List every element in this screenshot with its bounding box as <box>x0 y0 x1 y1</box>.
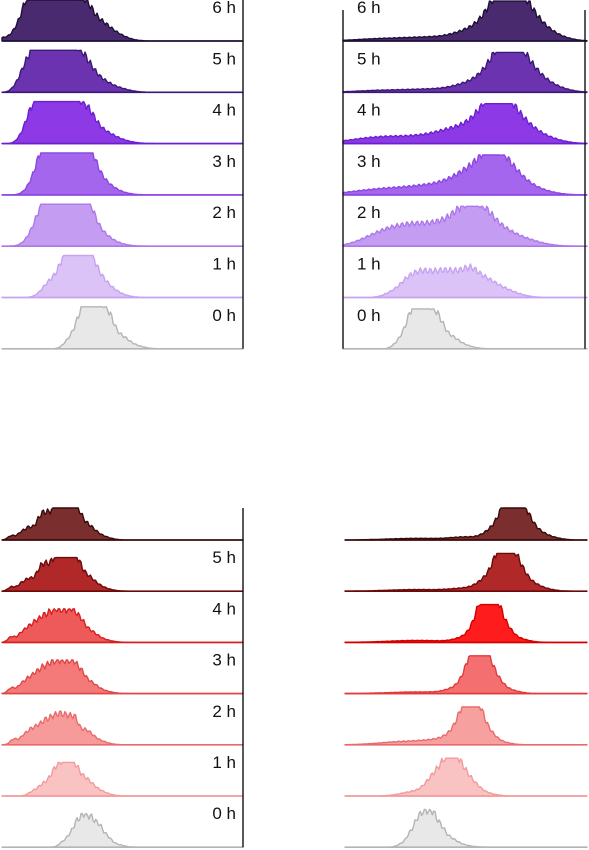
time-label: 1 h <box>212 255 236 274</box>
histogram-3h <box>1 152 244 196</box>
histogram-5h <box>1 49 244 93</box>
time-label: 6 h <box>212 0 236 17</box>
time-label: 5 h <box>357 49 381 68</box>
histogram-5h <box>1 556 244 592</box>
time-label: 5 h <box>212 49 236 68</box>
time-label: 1 h <box>212 753 236 772</box>
time-label: 1 h <box>357 255 381 274</box>
histogram-3h <box>342 154 588 196</box>
time-label: 4 h <box>212 101 236 120</box>
histogram-6h <box>342 0 588 42</box>
time-label: 5 h <box>212 548 236 567</box>
histogram-2h <box>344 706 588 746</box>
histogram-1h <box>1 254 244 299</box>
histogram-0h <box>1 306 244 350</box>
time-label: 0 h <box>357 306 381 325</box>
histogram-2h <box>342 205 588 247</box>
histogram-1h <box>1 761 244 797</box>
panel-top-right-purple: 6 h 5 h 4 h 3 h 2 h 1 h 0 h <box>342 0 588 350</box>
histogram-0h <box>1 812 244 848</box>
time-label: 4 h <box>212 599 236 618</box>
time-label: 3 h <box>357 152 381 171</box>
histogram-4h <box>344 603 588 644</box>
time-label: 2 h <box>212 203 236 222</box>
panel-top-left-purple: 6 h 5 h 4 h 3 h 2 h 1 h 0 h <box>1 0 244 350</box>
histogram-6h <box>344 507 588 541</box>
time-label: 3 h <box>212 651 236 670</box>
histogram-3h <box>344 655 588 695</box>
histogram-6h <box>1 507 244 541</box>
histogram-4h <box>342 103 588 145</box>
time-label: 0 h <box>212 804 236 823</box>
histogram-1h <box>344 757 588 797</box>
time-label: 2 h <box>212 702 236 721</box>
time-label: 2 h <box>357 203 381 222</box>
time-label: 6 h <box>357 0 381 17</box>
histogram-0h <box>344 808 588 848</box>
time-label: 0 h <box>212 306 236 325</box>
panel-bottom-left-red: 5 h 4 h 3 h 2 h 1 h 0 h <box>1 507 244 849</box>
histogram-5h <box>342 51 588 93</box>
histogram-5h <box>344 552 588 592</box>
histogram-4h <box>1 608 244 644</box>
panel-bottom-right-red <box>344 507 588 849</box>
histogram-2h <box>1 203 244 247</box>
histogram-4h <box>1 100 244 145</box>
histogram-2h <box>1 710 244 746</box>
time-label: 3 h <box>212 152 236 171</box>
histogram-3h <box>1 659 244 695</box>
time-label: 4 h <box>357 101 381 120</box>
histogram-6h <box>1 0 244 42</box>
